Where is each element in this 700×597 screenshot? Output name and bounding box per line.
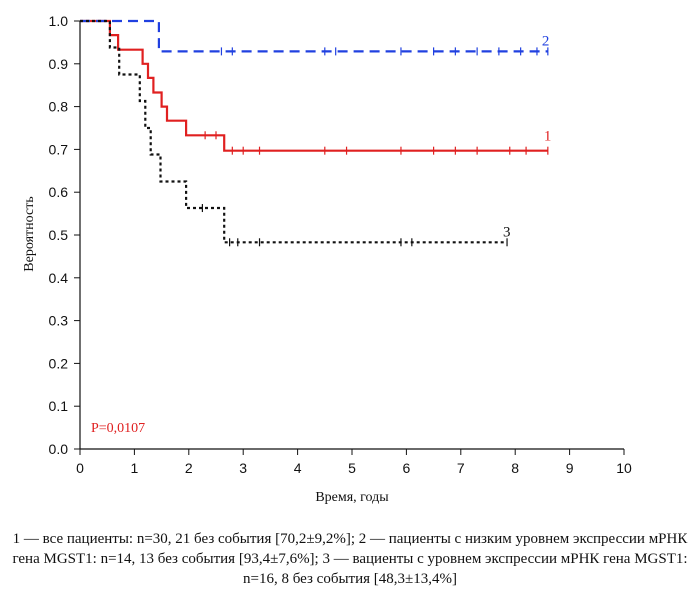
series-2-line [80,19,548,53]
y-tick-label: 0.8 [49,99,69,115]
series-3-label: 3 [503,224,511,240]
y-tick-label: 0.3 [49,313,69,329]
y-tick-label: 0.2 [49,355,69,371]
y-tick-label: 0.0 [49,441,69,457]
y-tick-label: 0.1 [49,398,69,414]
series-2-label: 2 [542,33,550,49]
y-axis-title: Вероятность [22,196,37,271]
x-tick-label: 6 [403,460,411,476]
y-tick-label: 0.5 [49,227,69,243]
series-1-line [80,19,548,152]
x-tick-label: 2 [185,460,193,476]
y-tick-label: 0.9 [49,56,69,72]
x-tick-label: 1 [131,460,139,476]
x-tick-label: 9 [566,460,574,476]
y-tick-label: 0.4 [49,270,69,286]
figure-caption: 1 — все пациенты: n=30, 21 без события [… [12,531,688,587]
x-tick-label: 3 [239,460,247,476]
x-axis-title: Время, годы [315,490,389,505]
x-tick-label: 8 [511,460,519,476]
x-tick-label: 0 [76,460,84,476]
y-tick-label: 0.6 [49,184,69,200]
x-tick-label: 10 [616,460,632,476]
p-value-annotation: P=0,0107 [91,421,145,436]
series-1-label: 1 [544,129,552,145]
survival-chart: 0.0 0.1 0.2 0.3 0.4 0.5 0.6 0.7 0.8 0.9 1.0 0 1 2 3 4 5 6… [22,13,632,505]
series-layer: 1 2 3 [80,19,552,247]
x-tick-label: 5 [348,460,356,476]
y-tick-label: 1.0 [49,13,69,29]
x-tick-label: 4 [294,460,302,476]
chart-axes: 0.0 0.1 0.2 0.3 0.4 0.5 0.6 0.7 0.8 0.9 1.0 0 1 2 3 4 5 6… [49,13,632,476]
series-3-line [80,19,507,244]
x-tick-label: 7 [457,460,465,476]
y-tick-label: 0.7 [49,141,69,157]
